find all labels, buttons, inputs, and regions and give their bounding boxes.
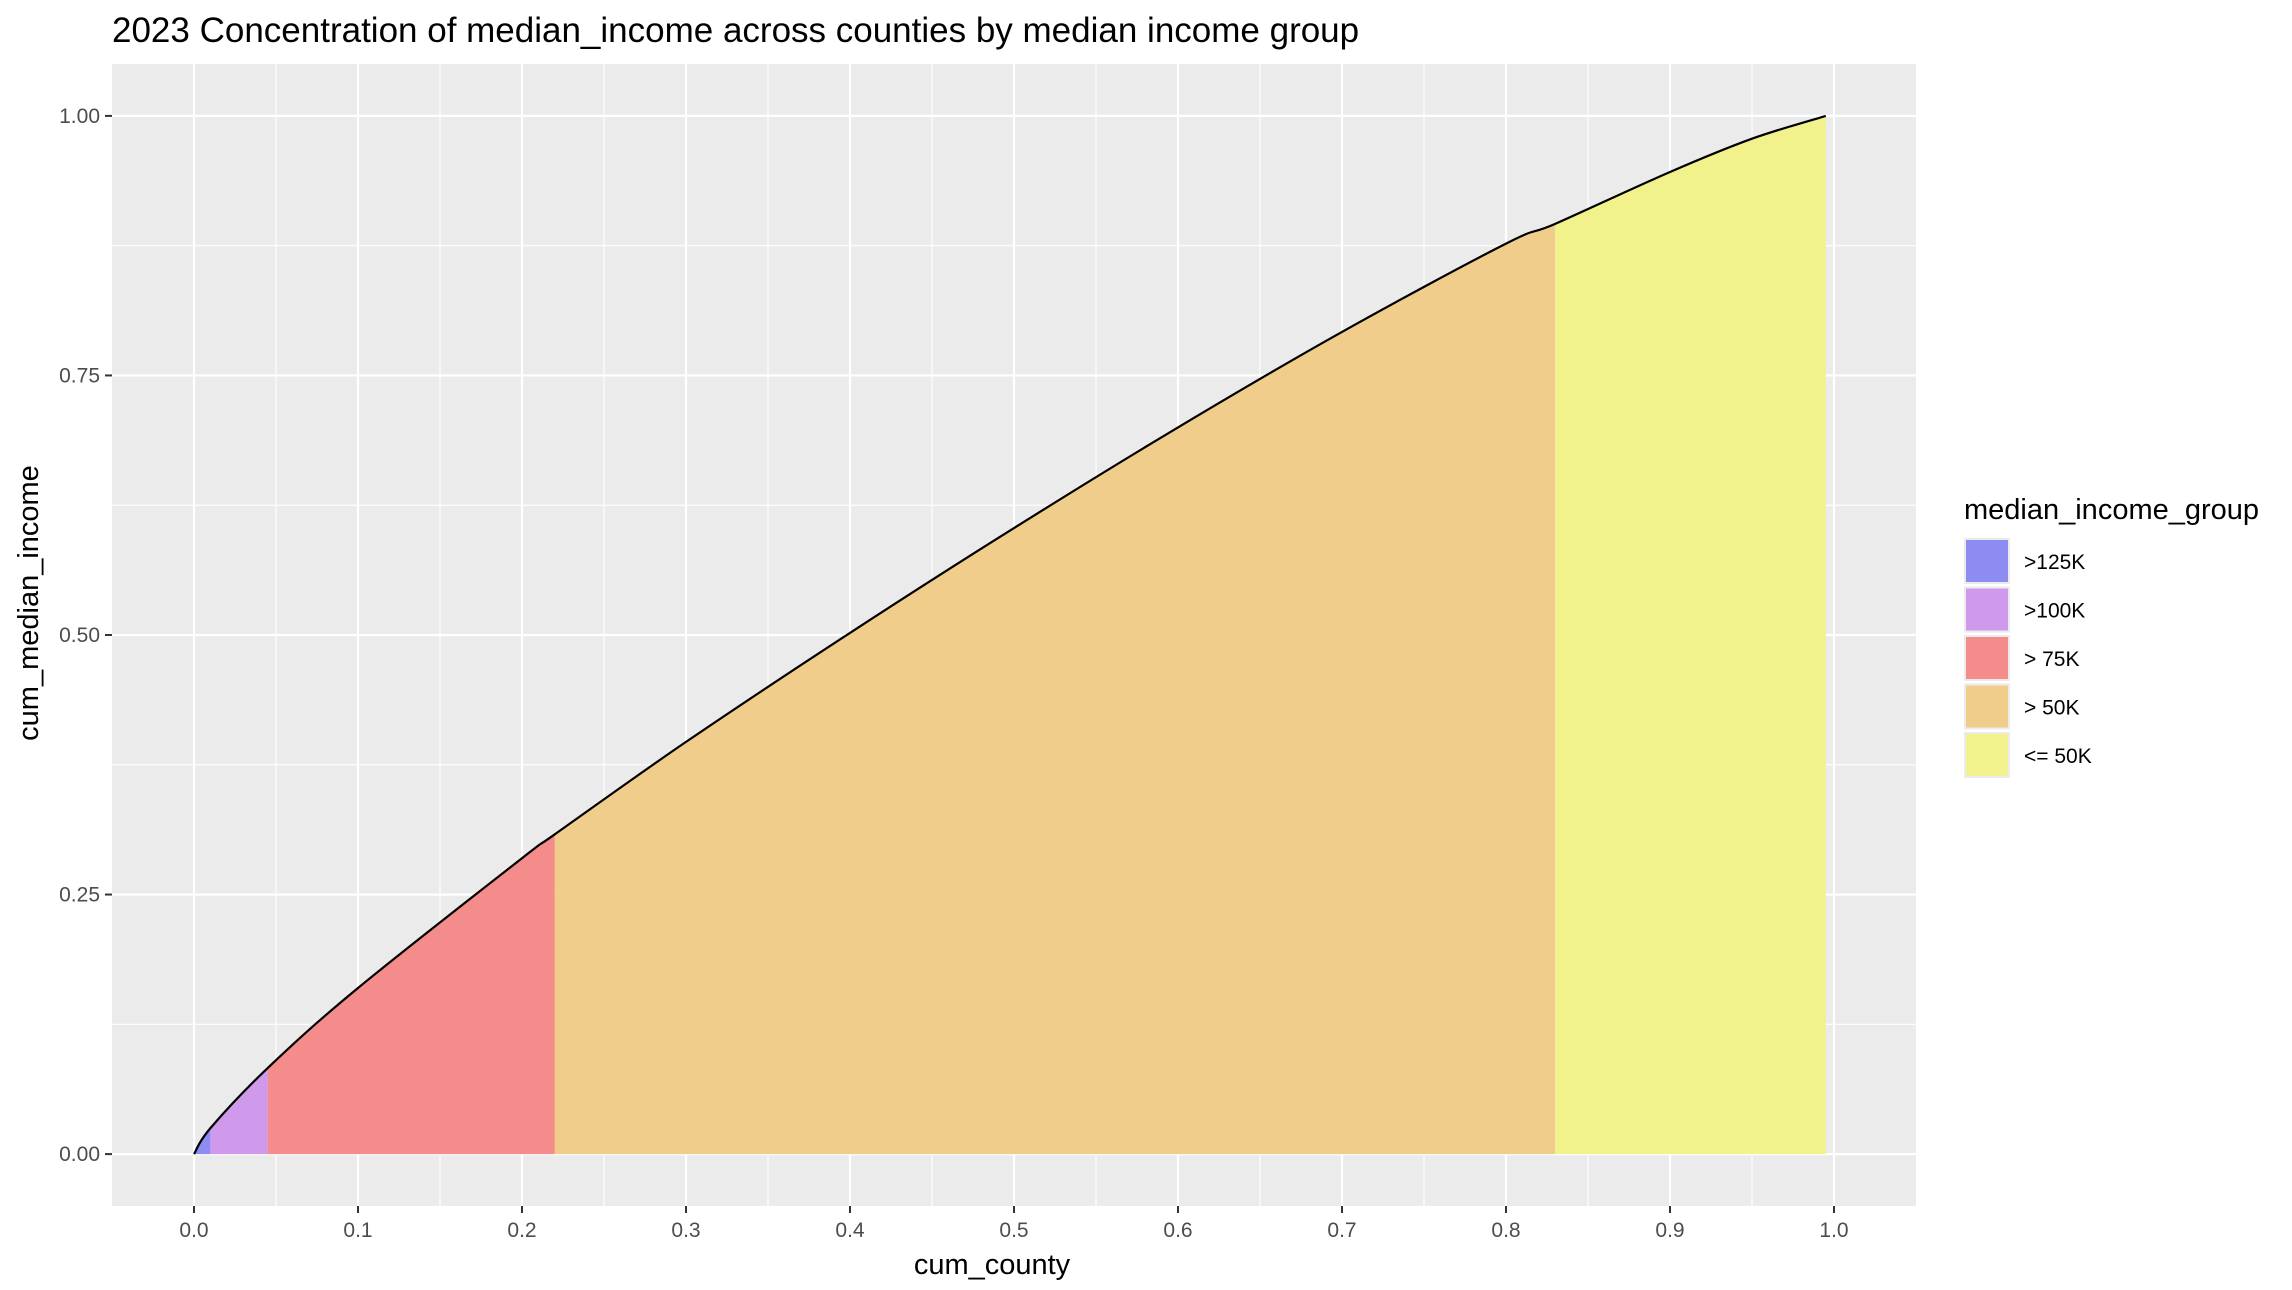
legend-title: median_income_group — [1964, 494, 2259, 526]
concentration-curve — [193, 114, 1827, 1155]
x-tick-label: 0.0 — [179, 1219, 208, 1242]
legend-label: > 50K — [2024, 697, 2079, 720]
x-tick-label: 0.4 — [835, 1219, 865, 1242]
x-tick-label: 1.0 — [1819, 1219, 1848, 1242]
chart-title: 2023 Concentration of median_income acro… — [112, 11, 1359, 50]
legend-label: >125K — [2024, 551, 2085, 574]
plot-panel — [112, 64, 1916, 1206]
y-axis-title: cum_median_income — [13, 465, 45, 741]
area-segment — [1555, 115, 1826, 1155]
legend-swatch — [1966, 734, 2008, 776]
legend-items: >125K >100K > 75K > 50K <= 50K — [1964, 538, 2092, 778]
x-tick-label: 0.3 — [671, 1219, 700, 1242]
y-axis: 0.00 0.25 0.50 0.75 1.00 — [59, 105, 112, 1166]
x-tick-label: 0.8 — [1491, 1219, 1520, 1242]
area-segments — [194, 115, 1826, 1155]
y-tick-label: 1.00 — [59, 105, 100, 128]
area-segment — [554, 223, 1556, 1155]
y-tick-label: 0.25 — [59, 884, 100, 907]
x-axis-title: cum_county — [914, 1249, 1071, 1281]
legend-label: >100K — [2024, 600, 2085, 623]
y-tick-label: 0.50 — [59, 624, 100, 647]
x-tick-label: 0.2 — [507, 1219, 536, 1242]
x-tick-label: 0.1 — [343, 1219, 372, 1242]
legend-swatch — [1966, 588, 2008, 631]
x-tick-label: 0.5 — [999, 1219, 1028, 1242]
x-axis: 0.0 0.1 0.2 0.3 0.4 0.5 0.6 0.7 0.8 0.9 1.0 — [179, 1206, 1849, 1242]
area-segment — [210, 1067, 268, 1155]
legend-swatch — [1966, 637, 2008, 679]
legend-label: <= 50K — [2024, 745, 2092, 768]
y-tick-label: 0.00 — [59, 1143, 100, 1166]
legend: median_income_group >125K >100K > 75K > 50K… — [1964, 494, 2259, 778]
y-tick-label: 0.75 — [59, 364, 100, 387]
x-tick-label: 0.7 — [1327, 1219, 1356, 1242]
x-tick-label: 0.9 — [1655, 1219, 1684, 1242]
legend-swatch — [1966, 540, 2008, 582]
legend-label: > 75K — [2024, 648, 2079, 671]
x-tick-label: 0.6 — [1163, 1219, 1192, 1242]
area-segment — [267, 834, 555, 1155]
legend-swatch — [1966, 685, 2008, 728]
